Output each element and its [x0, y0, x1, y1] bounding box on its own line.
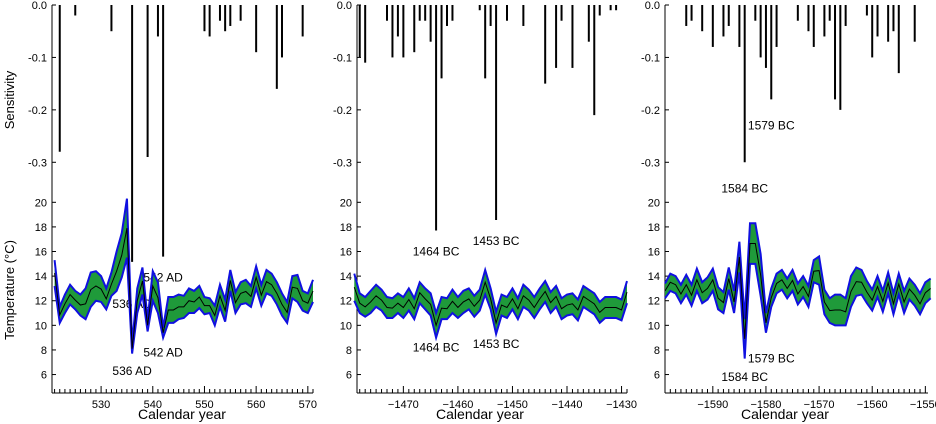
y-tick-label-sensitivity: -0.1 [641, 52, 660, 64]
x-tick-label: −1430 [606, 399, 637, 411]
xlabel-panel-1: Calendar year [138, 406, 226, 422]
sensitivity-annotation: 1579 BC [748, 119, 795, 133]
x-tick-label: −1560 [857, 399, 888, 411]
y-tick-label-sensitivity: 0.0 [32, 0, 47, 12]
x-tick-label: −1440 [552, 399, 583, 411]
x-tick-label: −1450 [497, 399, 528, 411]
sensitivity-annotation: 542 AD [143, 271, 183, 285]
temperature-center-line [664, 243, 931, 339]
x-tick-label: 550 [195, 399, 213, 411]
panel-bc-1460: 0.0 -0.1 -0.2 -0.3 6 8 10 12 14 16 18 20 −1470 −1460 −… [333, 0, 637, 411]
sensitivity-annotation: 1584 BC [721, 182, 768, 196]
temperature-center-line [353, 280, 628, 328]
x-tick-label: 570 [299, 399, 317, 411]
y-tick-label-temperature: 18 [35, 222, 47, 234]
y-tick-label-temperature: 18 [648, 222, 660, 234]
panel-ad: 0.0 -0.1 -0.2 -0.3 6 8 10 12 14 16 18 20 530 540 550 56… [28, 0, 317, 411]
y-tick-label-temperature: 14 [35, 271, 47, 283]
x-tick-label: −1550 [910, 399, 936, 411]
y-tick-label-temperature: 6 [346, 370, 352, 382]
y-tick-label-temperature: 12 [35, 296, 47, 308]
temperature-annotation: 1464 BC [413, 340, 460, 354]
temperature-lower-edge [353, 291, 628, 342]
y-tick-label-temperature: 8 [654, 345, 660, 357]
sensitivity-annotation: 1453 BC [473, 234, 520, 248]
y-tick-label-sensitivity: 0.0 [337, 0, 352, 12]
y-tick-label-temperature: 8 [346, 345, 352, 357]
y-tick-label-sensitivity: -0.3 [333, 157, 352, 169]
x-tick-label: −1470 [388, 399, 419, 411]
y-tick-label-temperature: 16 [35, 247, 47, 259]
y-tick-label-temperature: 8 [41, 345, 47, 357]
y-tick-label-sensitivity: 0.0 [645, 0, 660, 12]
temperature-band [665, 223, 931, 359]
y-tick-label-temperature: 16 [340, 247, 352, 259]
y-tick-label-temperature: 10 [35, 320, 47, 332]
sensitivity-annotation: 1464 BC [413, 244, 460, 258]
panel-bc-1580: 0.0 -0.1 -0.2 -0.3 6 8 10 12 14 16 18 20 −1590 −1580 −… [641, 0, 936, 411]
xlabel-panel-3: Calendar year [741, 406, 829, 422]
y-tick-label-temperature: 14 [648, 271, 660, 283]
y-tick-label-temperature: 6 [41, 370, 47, 382]
x-tick-label: −1570 [804, 399, 835, 411]
y-tick-label-sensitivity: -0.2 [641, 105, 660, 117]
x-tick-label: 540 [144, 399, 162, 411]
sensitivity-annotation: 536 AD [112, 297, 152, 311]
y-tick-label-temperature: 6 [654, 370, 660, 382]
temperature-annotation: 1584 BC [721, 370, 768, 384]
temperature-lower-edge [53, 257, 314, 354]
temperature-annotation: 1579 BC [748, 352, 795, 366]
y-tick-label-temperature: 10 [648, 320, 660, 332]
temperature-annotation: 536 AD [112, 364, 152, 378]
temperature-upper-edge [664, 222, 932, 320]
x-tick-label: 530 [92, 399, 110, 411]
x-tick-label: −1460 [442, 399, 473, 411]
y-tick-label-sensitivity: -0.3 [28, 157, 47, 169]
temperature-annotation: 542 AD [143, 345, 183, 359]
temperature-upper-edge [353, 266, 628, 317]
x-tick-label: −1580 [750, 399, 781, 411]
temperature-band [354, 269, 627, 338]
y-tick-label-temperature: 20 [340, 197, 352, 209]
y-tick-label-temperature: 12 [648, 296, 660, 308]
temperature-center-line [54, 228, 314, 349]
x-tick-label: −1590 [697, 399, 728, 411]
temperature-upper-edge [53, 198, 314, 344]
y-tick-label-temperature: 18 [340, 222, 352, 234]
y-tick-label-sensitivity: -0.1 [333, 52, 352, 64]
y-tick-label-sensitivity: -0.3 [641, 157, 660, 169]
y-tick-label-sensitivity: -0.1 [28, 52, 47, 64]
xlabel-panel-2: Calendar year [436, 406, 524, 422]
y-tick-label-temperature: 16 [648, 247, 660, 259]
y-tick-label-temperature: 12 [340, 296, 352, 308]
y-tick-label-temperature: 14 [340, 271, 352, 283]
ylabel-temperature: Temperature (°C) [2, 240, 17, 340]
temperature-annotation: 1453 BC [473, 337, 520, 351]
y-tick-label-sensitivity: -0.2 [28, 105, 47, 117]
y-tick-label-sensitivity: -0.2 [333, 105, 352, 117]
y-tick-label-temperature: 20 [648, 197, 660, 209]
x-tick-label: 560 [247, 399, 265, 411]
y-tick-label-temperature: 10 [340, 320, 352, 332]
ylabel-sensitivity: Sensitivity [2, 70, 17, 129]
temperature-lower-edge [664, 262, 932, 359]
y-tick-label-temperature: 20 [35, 197, 47, 209]
